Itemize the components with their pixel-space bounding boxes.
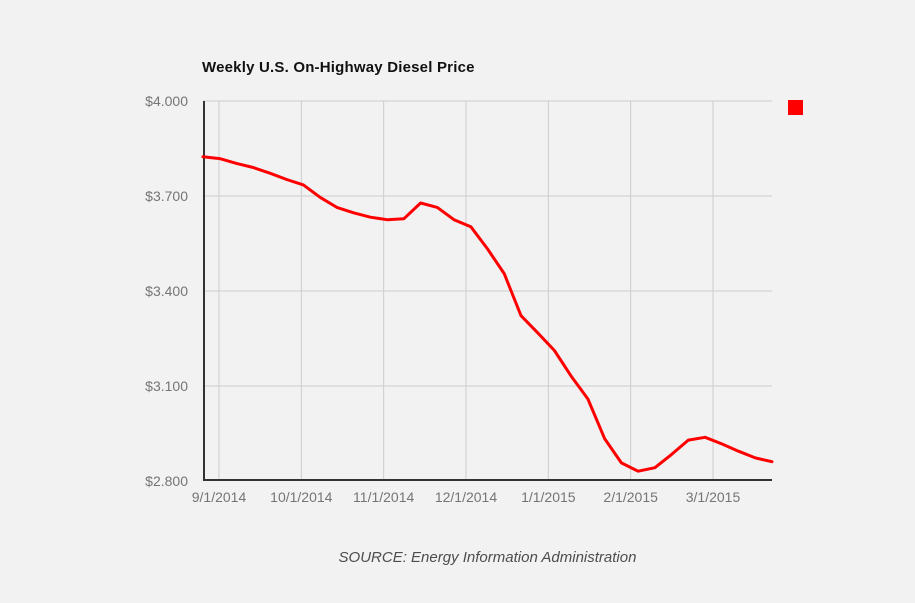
legend-marker <box>788 100 803 115</box>
chart-title: Weekly U.S. On-Highway Diesel Price <box>202 59 475 76</box>
y-axis-label: $4.000 <box>145 93 188 109</box>
x-axis-label: 11/1/2014 <box>353 489 415 505</box>
y-axis-label: $3.400 <box>145 283 188 299</box>
chart-svg <box>201 100 774 481</box>
y-axis-label: $3.100 <box>145 378 188 394</box>
x-axis-label: 2/1/2015 <box>603 489 658 505</box>
y-axis-label: $3.700 <box>145 188 188 204</box>
x-axis-label: 3/1/2015 <box>685 489 741 505</box>
x-axis-label: 9/1/2014 <box>191 489 247 505</box>
x-axis-label: 10/1/2014 <box>270 489 333 505</box>
x-axis-label: 1/1/2015 <box>521 489 576 505</box>
source-note: SOURCE: Energy Information Administratio… <box>338 549 637 566</box>
plot-area <box>201 100 774 481</box>
y-axis-label: $2.800 <box>145 473 188 489</box>
price-line <box>201 155 774 473</box>
x-axis-label: 12/1/2014 <box>434 489 498 505</box>
